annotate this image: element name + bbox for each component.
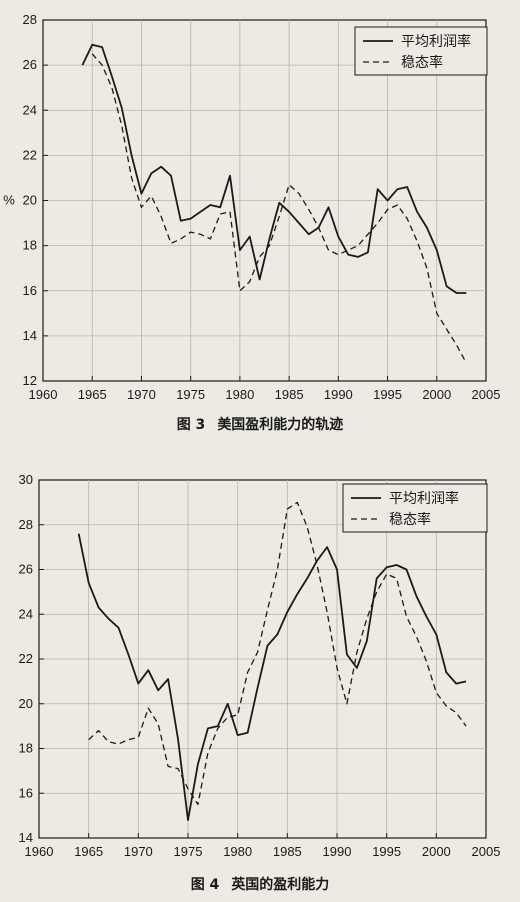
legend-label: 平均利润率 <box>401 33 471 50</box>
y-tick-label: 16 <box>19 785 33 800</box>
x-tick-label: 2005 <box>472 844 501 859</box>
y-tick-label: 20 <box>19 696 33 711</box>
y-tick-label: 18 <box>23 238 37 253</box>
chart-uk-profitability: 1960 1965 1970 1975 1980 1985 1990 1995 2000 2005… <box>19 472 501 859</box>
y-tick-label: 14 <box>23 328 37 343</box>
x-tick-label: 2000 <box>422 844 451 859</box>
x-tick-label: 1965 <box>78 387 107 402</box>
x-tick-label: 2000 <box>422 387 451 402</box>
y-tick-label: 14 <box>19 830 33 845</box>
x-tick-label: 1995 <box>372 844 401 859</box>
legend-label: 平均利润率 <box>389 490 459 507</box>
legend-label: 稳态率 <box>401 54 443 71</box>
x-tick-label: 1975 <box>176 387 205 402</box>
y-tick-label: 24 <box>19 606 33 621</box>
x-tick-label: 1990 <box>323 844 352 859</box>
y-tick-label: 28 <box>23 12 37 27</box>
y-tick-label: 22 <box>19 651 33 666</box>
legend-label: 稳态率 <box>389 511 431 528</box>
x-tick-label: 1970 <box>124 844 153 859</box>
x-tick-label: 1965 <box>74 844 103 859</box>
series-line-average-profit-rate <box>81 43 467 294</box>
figure-3-title: 美国盈利能力的轨迹 <box>217 417 344 433</box>
y-tick-label: 18 <box>19 741 33 756</box>
y-tick-label: 28 <box>19 517 33 532</box>
figure-4-number: 图 4 <box>190 877 220 893</box>
y-tick-label: 22 <box>23 147 37 162</box>
y-tick-label: 26 <box>23 57 37 72</box>
series-line-steady-state <box>91 53 467 364</box>
figure-3-caption: 图 3 美国盈利能力的轨迹 <box>0 414 520 434</box>
y-tick-label: 16 <box>23 283 37 298</box>
x-tick-label: 1960 <box>29 387 58 402</box>
figure-4-title: 英国的盈利能力 <box>231 877 330 893</box>
y-tick-label: 20 <box>23 193 37 208</box>
y-tick-label: 26 <box>19 562 33 577</box>
figure-4-caption: 图 4 英国的盈利能力 <box>0 874 520 894</box>
x-tick-label: 1975 <box>174 844 203 859</box>
series-line-average-profit-rate <box>77 533 467 822</box>
y-tick-label: 12 <box>23 373 37 388</box>
y-axis-label: % <box>3 193 15 208</box>
x-tick-label: 2005 <box>472 387 501 402</box>
x-tick-label: 1980 <box>225 387 254 402</box>
legend-box <box>354 26 488 76</box>
figure-3-number: 图 3 <box>176 417 206 433</box>
y-tick-label: 30 <box>19 472 33 487</box>
x-tick-label: 1995 <box>373 387 402 402</box>
x-tick-label: 1985 <box>273 844 302 859</box>
y-tick-label: 24 <box>23 102 37 117</box>
x-tick-label: 1960 <box>25 844 54 859</box>
series-line-steady-state <box>88 501 467 806</box>
x-tick-label: 1990 <box>324 387 353 402</box>
legend-box <box>342 483 488 533</box>
x-tick-label: 1985 <box>275 387 304 402</box>
x-tick-label: 1970 <box>127 387 156 402</box>
chart-us-profitability: 1960 1965 1970 1975 1980 1985 1990 1995 2000 2005… <box>3 12 501 402</box>
x-tick-label: 1980 <box>223 844 252 859</box>
